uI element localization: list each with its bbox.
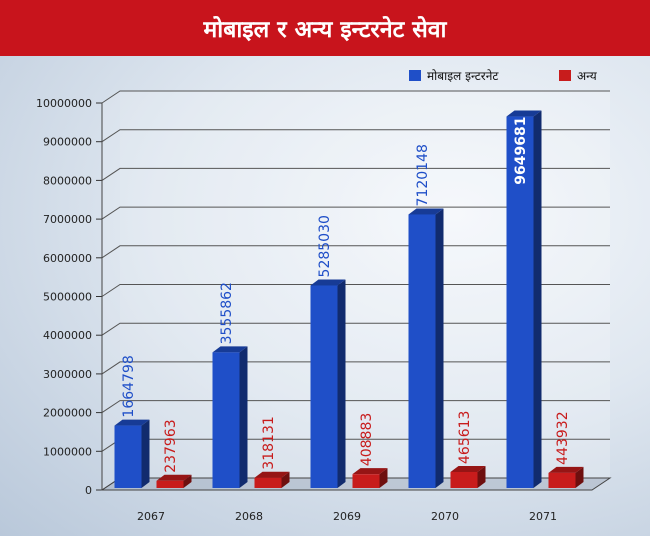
data-label: 7120148 [415,144,431,206]
gridline [101,206,610,220]
bar-side [239,346,248,488]
y-tick-label: 7000000 [43,213,92,226]
bar-side [533,110,542,488]
bar-top [254,471,290,478]
legend-swatch [559,70,571,81]
data-label: 408883 [359,413,375,466]
bar [310,285,338,488]
data-label: 5285030 [317,215,333,277]
x-tick-label: 2070 [431,510,459,523]
bar [254,477,282,488]
y-tick-label: 2000000 [43,407,92,420]
gridline [101,129,610,143]
bar-top [212,346,248,353]
y-tick-label: 1000000 [43,445,92,458]
data-label: 465613 [457,411,473,464]
data-label: 1664798 [121,355,137,417]
x-tick-label: 2067 [137,510,165,523]
legend-label: अन्य [577,69,598,83]
gridline [101,322,610,336]
data-label: 443932 [555,411,571,464]
bar-top [352,468,388,475]
y-tick-label: 10000000 [36,97,92,110]
bar [352,474,380,488]
y-tick-label: 3000000 [43,368,92,381]
bar [450,471,478,488]
legend-swatch [409,70,421,81]
bar [548,472,576,488]
chart-title: मोबाइल र अन्य इन्टरनेट सेवा [203,17,447,43]
y-tick-label: 4000000 [43,329,92,342]
data-label: 237963 [163,419,179,472]
bar-side [379,468,388,488]
legend-label: मोबाइल इन्टरनेट [427,69,499,83]
y-tick-label: 9000000 [43,136,92,149]
data-label: 3555862 [219,282,235,344]
y-tick-label: 5000000 [43,291,92,304]
bar-side [141,419,150,488]
gridline [101,167,610,181]
x-tick-label: 2069 [333,510,361,523]
legend: मोबाइल इन्टरनेट अन्य [409,69,598,83]
gridline [101,90,610,104]
bar [156,480,184,488]
bar-side [183,474,192,488]
bar-top [450,465,486,472]
bar [114,425,142,488]
data-label: 9649681 [513,117,529,185]
bar-side [575,466,584,488]
gridline [101,245,610,259]
gridline [101,400,610,414]
y-tick-label: 6000000 [43,252,92,265]
bar [212,352,240,488]
x-tick-label: 2068 [235,510,263,523]
bars-layer [114,110,584,489]
gridline [101,284,610,297]
bar-side [435,208,444,489]
bar-top [408,208,444,215]
bar-top [506,110,542,117]
bar-side [281,471,290,488]
y-tick-label: 0 [85,484,92,497]
title-bar: मोबाइल र अन्य इन्टरनेट सेवा [0,0,650,56]
bar-side [477,465,486,488]
bar-top [156,474,192,481]
bar [408,214,436,489]
labels-layer: 1664798 237963 2067 3555862 318131 2068 528503… [121,117,571,523]
y-tick-label: 8000000 [43,174,92,187]
bar-top [310,279,346,286]
data-label: 318131 [261,416,277,469]
bar-top [114,419,150,426]
bar-top [548,466,584,473]
bar-side [337,279,346,488]
x-tick-label: 2071 [529,510,557,523]
gridline [101,361,610,375]
bar [506,116,534,488]
